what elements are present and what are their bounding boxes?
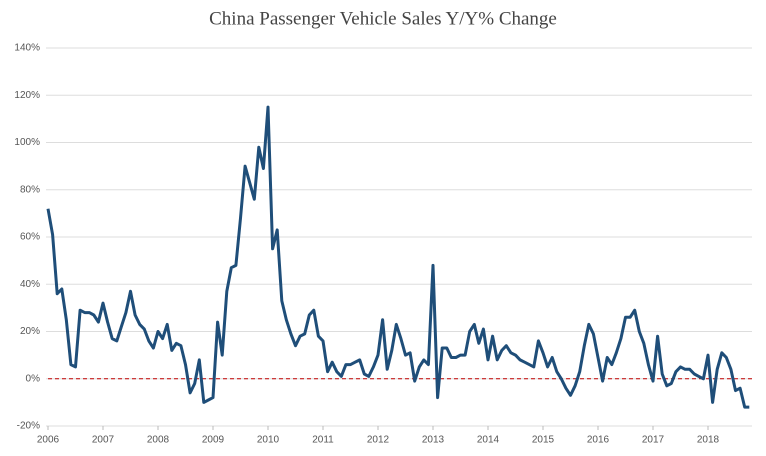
x-tick-label: 2017 (642, 435, 665, 446)
x-tick-label: 2013 (422, 435, 445, 446)
y-tick-label: 140% (14, 43, 40, 54)
y-tick-label: 0% (26, 373, 41, 384)
x-tick-label: 2010 (257, 435, 280, 446)
chart-title: China Passenger Vehicle Sales Y/Y% Chang… (209, 8, 557, 29)
y-tick-label: 60% (20, 232, 40, 243)
x-tick-label: 2012 (367, 435, 390, 446)
y-tick-label: 80% (20, 184, 40, 195)
x-tick-label: 2006 (37, 435, 60, 446)
y-tick-label: 120% (14, 90, 40, 101)
y-tick-label: 40% (20, 279, 40, 290)
x-tick-label: 2014 (477, 435, 500, 446)
y-tick-label: 20% (20, 326, 40, 337)
x-tick-label: 2007 (92, 435, 115, 446)
x-tick-label: 2011 (312, 435, 334, 446)
y-tick-label: -20% (17, 421, 40, 432)
y-tick-label: 100% (14, 137, 40, 148)
x-tick-label: 2015 (532, 435, 555, 446)
x-tick-label: 2008 (147, 435, 170, 446)
x-tick-label: 2009 (202, 435, 225, 446)
data-line (46, 105, 750, 409)
x-tick-label: 2018 (697, 435, 720, 446)
x-tick-label: 2016 (587, 435, 610, 446)
